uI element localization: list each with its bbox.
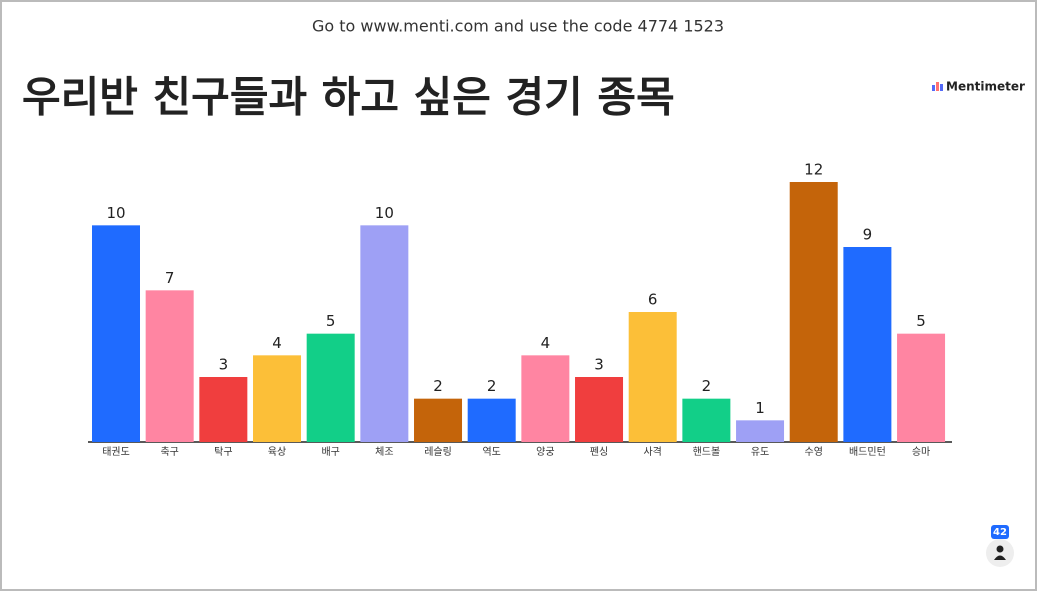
bar <box>199 377 248 442</box>
data-label: 12 <box>804 161 823 179</box>
x-tick-label: 레슬링 <box>424 446 452 458</box>
brand-name: Mentimeter <box>946 80 1025 94</box>
x-tick-label: 역도 <box>482 446 500 458</box>
logo-bar <box>932 85 935 91</box>
bar <box>145 290 194 442</box>
data-label: 10 <box>375 204 394 222</box>
bar <box>736 420 785 442</box>
data-label: 4 <box>272 334 282 352</box>
data-label: 9 <box>863 226 873 244</box>
x-tick-label: 핸드볼 <box>693 446 721 458</box>
join-text: Go to www.menti.com and use the code 477… <box>312 17 724 36</box>
participant-badge <box>991 525 1009 539</box>
logo-bar <box>940 84 943 91</box>
x-tick-label: 사격 <box>643 445 661 458</box>
data-label: 7 <box>165 269 175 287</box>
data-label: 4 <box>541 334 551 352</box>
x-tick-label: 양궁 <box>536 446 554 458</box>
x-tick-label: 배구 <box>321 446 339 458</box>
bar <box>682 398 731 442</box>
chart-title: 우리반 친구들과 하고 싶은 경기 종목 <box>22 73 675 122</box>
x-tick-label: 수영 <box>805 446 823 458</box>
data-label: 2 <box>487 377 497 395</box>
bar <box>897 333 946 442</box>
data-label: 5 <box>916 312 926 330</box>
bar <box>467 398 516 442</box>
data-label: 3 <box>219 356 229 374</box>
participant-count: 42 <box>993 527 1007 538</box>
bar <box>360 225 409 442</box>
x-tick-label: 체조 <box>375 446 393 458</box>
bar <box>414 398 463 442</box>
brand-logo: Mentimeter <box>932 80 1025 94</box>
x-tick-label: 육상 <box>268 446 286 458</box>
bar <box>628 312 677 442</box>
data-label: 2 <box>433 377 443 395</box>
participant-icon-bg <box>986 539 1014 567</box>
data-label: 10 <box>106 204 125 222</box>
x-tick-label: 펜싱 <box>590 446 608 458</box>
data-label: 1 <box>755 399 765 417</box>
x-tick-label: 탁구 <box>214 446 232 458</box>
x-tick-label: 유도 <box>751 446 769 458</box>
bar <box>789 182 838 442</box>
bar <box>521 355 570 442</box>
logo-bar <box>936 82 939 91</box>
x-tick-label: 배드민턴 <box>849 446 886 458</box>
bar <box>306 333 355 442</box>
bar <box>575 377 624 442</box>
bar <box>843 247 892 442</box>
x-tick-label: 축구 <box>160 446 178 458</box>
data-label: 6 <box>648 291 658 309</box>
bar <box>253 355 302 442</box>
participant-icon-body <box>994 555 1006 560</box>
bar <box>92 225 140 442</box>
data-label: 2 <box>702 377 712 395</box>
participant-icon-head <box>996 545 1004 553</box>
data-label: 5 <box>326 312 336 330</box>
x-tick-label: 태권도 <box>102 446 130 458</box>
x-tick-label: 승마 <box>912 446 930 458</box>
data-label: 3 <box>594 356 604 374</box>
